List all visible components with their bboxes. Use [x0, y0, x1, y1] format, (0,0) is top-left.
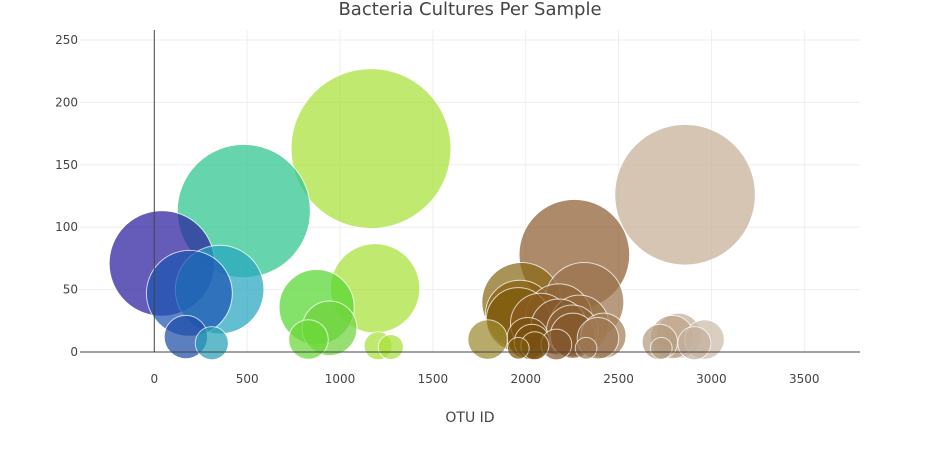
y-tick-label: 50: [63, 283, 78, 297]
x-tick-label: 500: [236, 372, 259, 386]
bubble-point: [614, 123, 756, 266]
x-tick-label: 2000: [510, 372, 541, 386]
bubble-point: [467, 319, 508, 360]
x-tick-label: 1000: [325, 372, 356, 386]
x-tick-label: 2500: [603, 372, 634, 386]
y-tick-label: 100: [55, 220, 78, 234]
bubble-point: [194, 326, 229, 361]
chart-title: Bacteria Cultures Per Sample: [338, 0, 601, 20]
y-tick-label: 250: [55, 33, 78, 47]
y-tick-label: 150: [55, 158, 78, 172]
data-points: [108, 68, 756, 361]
bubble-point: [288, 319, 329, 360]
y-tick-labels: 0 50 100 150 200 250: [55, 33, 78, 359]
bubble-point: [290, 68, 452, 230]
bubble-point: [649, 336, 673, 360]
bubble-point: [377, 333, 404, 361]
x-tick-label: 1500: [418, 372, 449, 386]
y-tick-label: 200: [55, 95, 78, 109]
x-axis-title: OTU ID: [445, 410, 494, 426]
x-tick-label: 0: [150, 372, 158, 386]
x-tick-label: 3000: [696, 372, 727, 386]
bubble-point: [574, 336, 598, 360]
y-tick-label: 0: [70, 345, 78, 359]
x-tick-label: 3500: [789, 372, 820, 386]
bubble-point: [677, 326, 712, 361]
bubble-point: [506, 336, 530, 360]
x-tick-labels: 0 500 1000 1500 2000 2500 3000 3500: [150, 372, 819, 386]
